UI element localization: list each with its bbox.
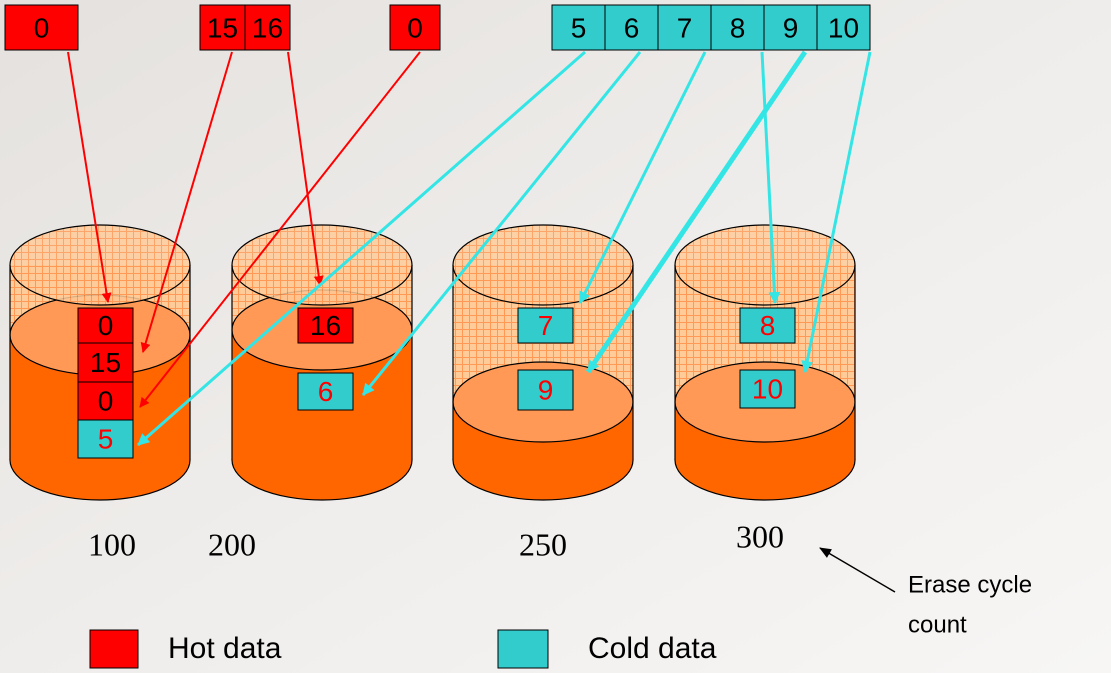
page-label: 0	[407, 12, 423, 43]
page-label: 15	[207, 12, 238, 43]
diagram: 01505166798100151605678910100200250300Er…	[0, 0, 1111, 673]
page-label: 16	[310, 310, 341, 341]
page-label: 16	[252, 12, 283, 43]
legend-label: Hot data	[168, 632, 282, 665]
cylinder-top	[232, 225, 412, 305]
page-label: 8	[730, 12, 746, 43]
page-label: 5	[98, 423, 114, 454]
page-label: 6	[624, 12, 640, 43]
cylinder-top	[10, 225, 190, 305]
erase-count: 250	[519, 526, 567, 562]
legend-swatch	[498, 630, 548, 668]
annotation: Erase cycle	[908, 571, 1032, 598]
page: 01505166798100151605678910100200250300Er…	[0, 0, 1111, 673]
page-label: 7	[677, 12, 693, 43]
page-label: 9	[783, 12, 799, 43]
erase-count: 100	[88, 526, 136, 562]
page-label: 15	[90, 347, 121, 378]
page-label: 5	[571, 12, 587, 43]
page-label: 0	[98, 310, 114, 341]
erase-count: 300	[736, 518, 784, 554]
legend-label: Cold data	[588, 632, 717, 665]
cylinder-top	[453, 225, 633, 305]
page-label: 9	[538, 374, 554, 405]
page-label: 6	[318, 376, 334, 407]
erase-count: 200	[208, 526, 256, 562]
annotation: count	[908, 611, 967, 638]
page-label: 10	[828, 12, 859, 43]
page-label: 8	[760, 310, 776, 341]
page-label: 10	[752, 373, 783, 404]
page-label: 0	[34, 12, 50, 43]
page-label: 0	[98, 385, 114, 416]
page-label: 7	[538, 310, 554, 341]
legend-swatch	[90, 630, 138, 668]
